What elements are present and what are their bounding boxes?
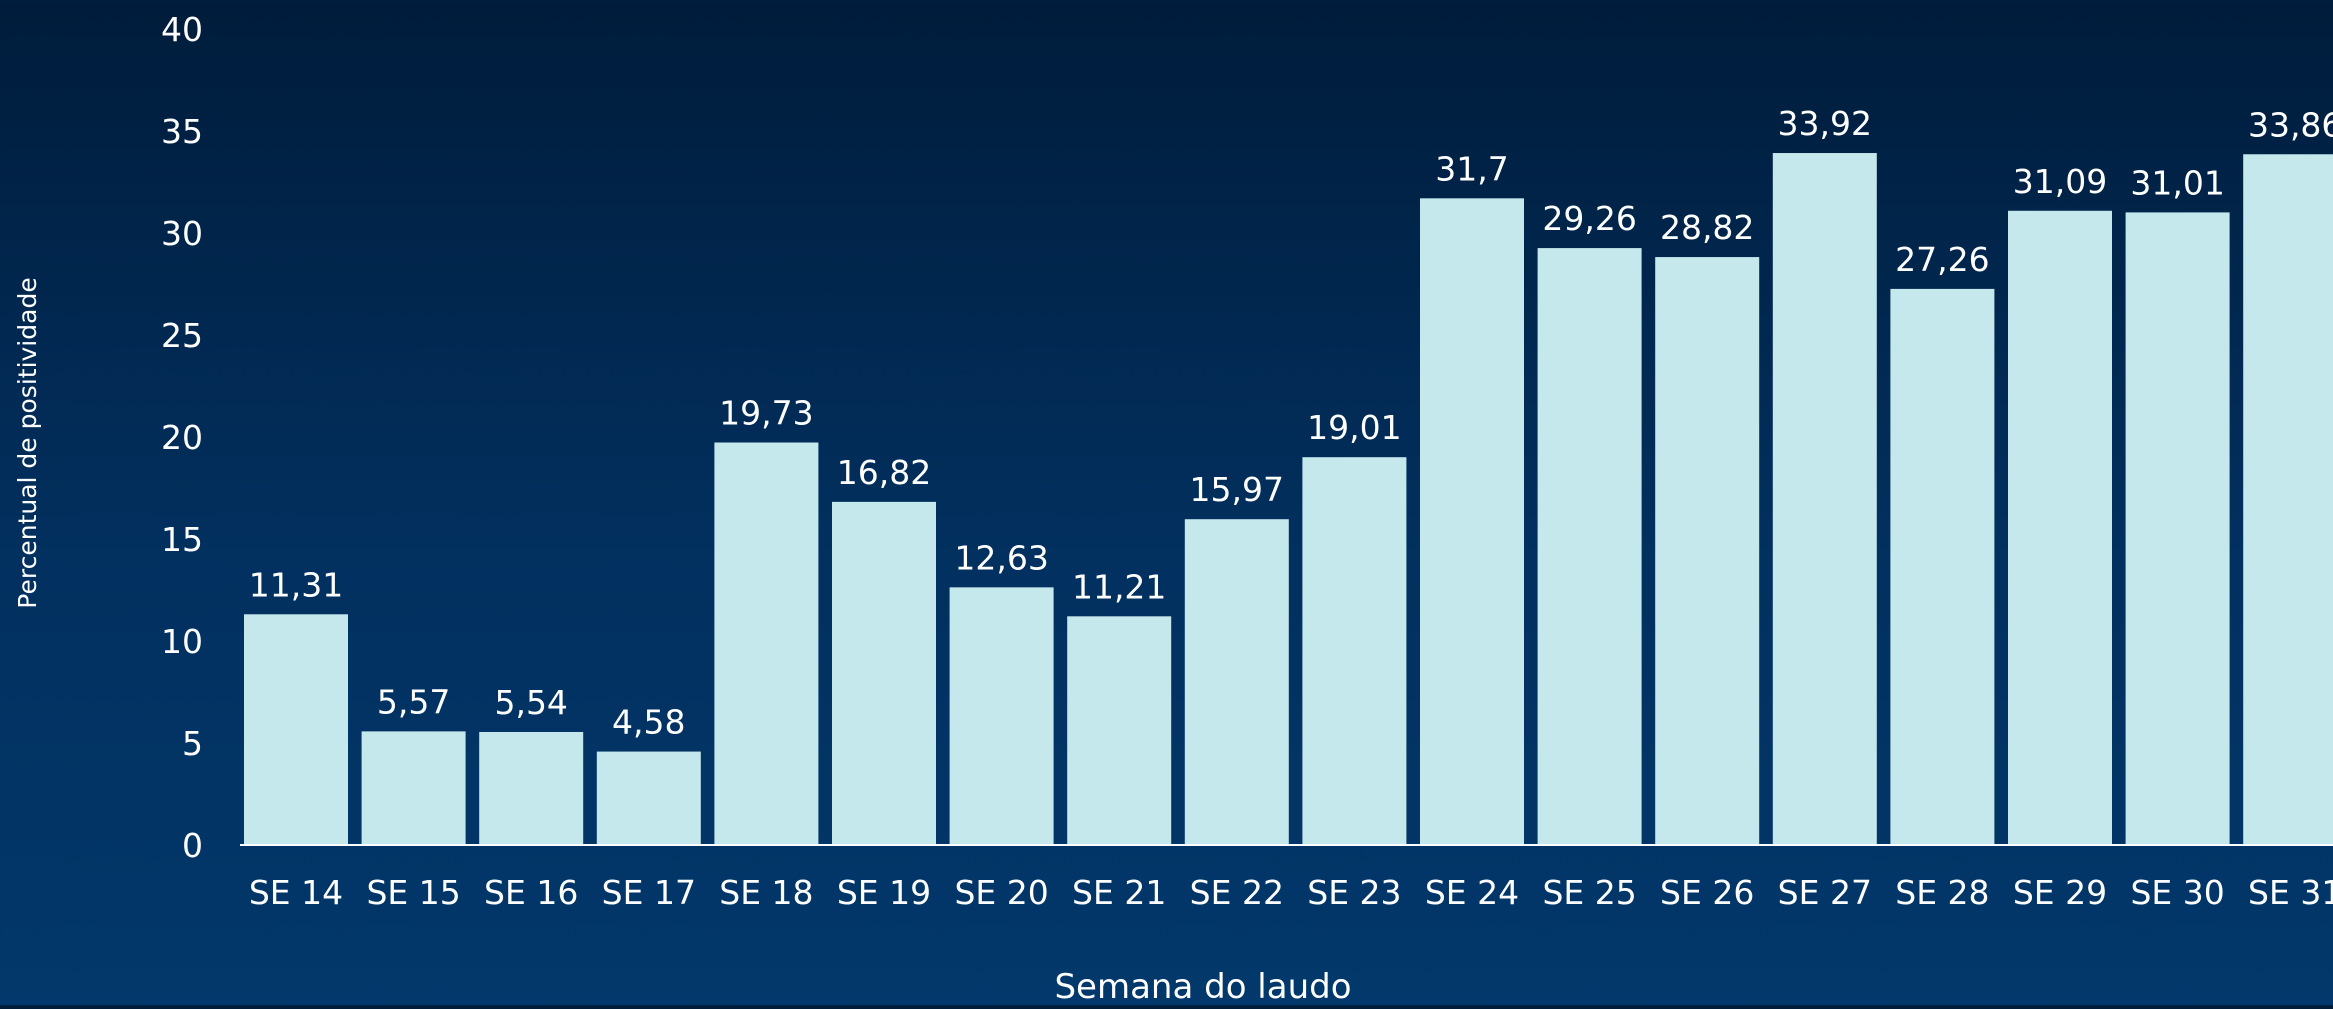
data-label: 31,7 [1435,149,1508,188]
y-tick-label: 10 [161,622,203,661]
y-tick-label: 0 [182,826,203,865]
data-label: 12,63 [954,538,1048,577]
data-labels: 11,31 5,57 5,54 4,58 19,73 16,82 12,63 11,21 15,… [249,104,2333,742]
x-tick-label: SE 15 [366,873,460,912]
data-label: 33,92 [1778,104,1872,143]
x-tick-label: SE 25 [1542,873,1636,912]
data-label: 11,21 [1072,567,1166,606]
bar [1184,519,1289,845]
bar [479,731,584,845]
bars [244,153,2333,846]
bar [361,731,466,845]
x-axis-ticks: SE 14 SE 15 SE 16 SE 17 SE 18 SE 19 SE 20 SE 21… [249,873,2333,912]
x-tick-label: SE 30 [2130,873,2224,912]
data-label: 27,26 [1895,240,1989,279]
x-tick-label: SE 19 [837,873,931,912]
y-tick-label: 40 [161,10,203,49]
bar [1067,616,1172,845]
bar [1655,257,1760,845]
bar [244,614,348,845]
x-tick-label: SE 21 [1072,873,1166,912]
data-label: 19,73 [719,394,813,433]
y-axis-title: Percentual de positividade [13,277,42,608]
y-tick-label: 20 [161,418,203,457]
bar [1772,153,1877,846]
data-label: 28,82 [1660,208,1754,247]
data-label: 19,01 [1307,408,1401,447]
bar [1890,288,1995,845]
bar [1420,198,1524,845]
data-label: 16,82 [837,453,931,492]
y-tick-label: 15 [161,520,203,559]
data-label: 5,57 [377,682,450,721]
data-label: 5,54 [494,683,567,722]
data-label: 31,09 [2013,162,2107,201]
x-tick-label: SE 26 [1660,873,1754,912]
x-tick-label: SE 29 [2013,873,2107,912]
bar [2243,154,2333,846]
x-tick-label: SE 16 [484,873,578,912]
data-label: 11,31 [249,565,343,604]
y-tick-label: 35 [161,112,203,151]
bar [596,751,701,845]
x-tick-label: SE 31 [2248,873,2333,912]
data-label: 31,01 [2130,163,2224,202]
x-tick-label: SE 24 [1425,873,1519,912]
y-tick-label: 30 [161,214,203,253]
y-axis-ticks: 0 5 10 15 20 25 30 35 40 [161,10,203,865]
bar [2125,212,2230,845]
bar [1537,248,1642,845]
bar [714,442,819,845]
x-tick-label: SE 28 [1895,873,1989,912]
x-tick-label: SE 27 [1778,873,1872,912]
bar [1302,457,1407,845]
x-tick-label: SE 23 [1307,873,1401,912]
y-tick-label: 25 [161,316,203,355]
x-tick-label: SE 20 [954,873,1048,912]
data-label: 33,86 [2248,105,2333,144]
x-tick-label: SE 22 [1190,873,1284,912]
data-label: 29,26 [1542,199,1636,238]
x-tick-label: SE 17 [602,873,696,912]
bar [2008,210,2112,845]
bar [832,501,936,845]
bar [949,587,1054,845]
data-label: 15,97 [1190,470,1284,509]
data-label: 4,58 [612,703,685,742]
x-tick-label: SE 18 [719,873,813,912]
x-tick-label: SE 14 [249,873,343,912]
y-tick-label: 5 [182,724,203,763]
x-axis-title: Semana do laudo [1054,967,1351,1005]
